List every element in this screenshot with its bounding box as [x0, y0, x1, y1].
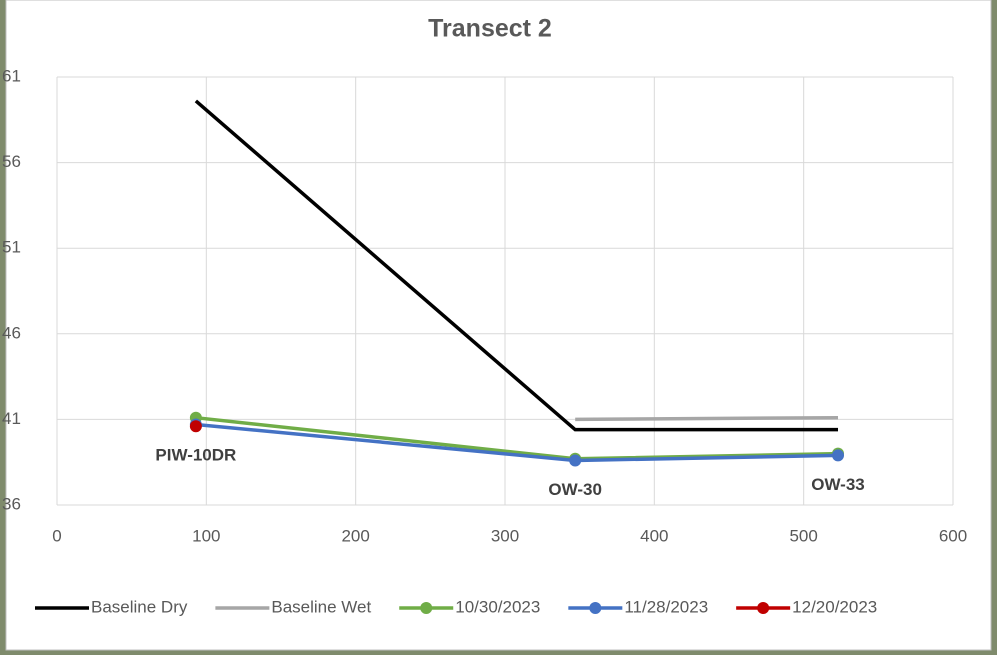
- x-tick-label: 200: [341, 526, 369, 545]
- data-point: [189, 420, 202, 433]
- data-point: [569, 454, 582, 467]
- x-tick-label: 100: [192, 526, 220, 545]
- x-tick-label: 600: [939, 526, 967, 545]
- y-tick-label: 61: [2, 66, 21, 85]
- y-tick-label: 36: [2, 494, 21, 513]
- y-tick-label: 41: [2, 409, 21, 428]
- point-label: OW-33: [811, 475, 865, 494]
- legend-label: 12/20/2023: [792, 597, 877, 616]
- legend-marker: [420, 602, 433, 614]
- y-tick-label: 46: [2, 323, 21, 342]
- legend-label: Baseline Wet: [271, 597, 371, 616]
- data-point: [832, 449, 845, 462]
- series-line: [194, 99, 839, 432]
- legend-label: 11/28/2023: [624, 597, 708, 616]
- legend-marker: [757, 602, 770, 614]
- point-label: PIW-10DR: [155, 446, 236, 465]
- chart-title: Transect 2: [428, 15, 552, 43]
- y-tick-label: 56: [2, 152, 21, 171]
- x-tick-label: 500: [789, 526, 817, 545]
- series-line: [575, 415, 839, 422]
- x-tick-label: 0: [52, 526, 61, 545]
- legend-marker: [589, 602, 602, 614]
- chart-area: [5, 0, 992, 651]
- x-tick-label: 400: [640, 526, 668, 545]
- x-tick-label: 300: [491, 526, 519, 545]
- y-tick-label: 51: [2, 238, 21, 257]
- legend-label: 10/30/2023: [455, 597, 540, 616]
- point-label: OW-30: [548, 480, 602, 499]
- legend-label: Baseline Dry: [91, 597, 188, 616]
